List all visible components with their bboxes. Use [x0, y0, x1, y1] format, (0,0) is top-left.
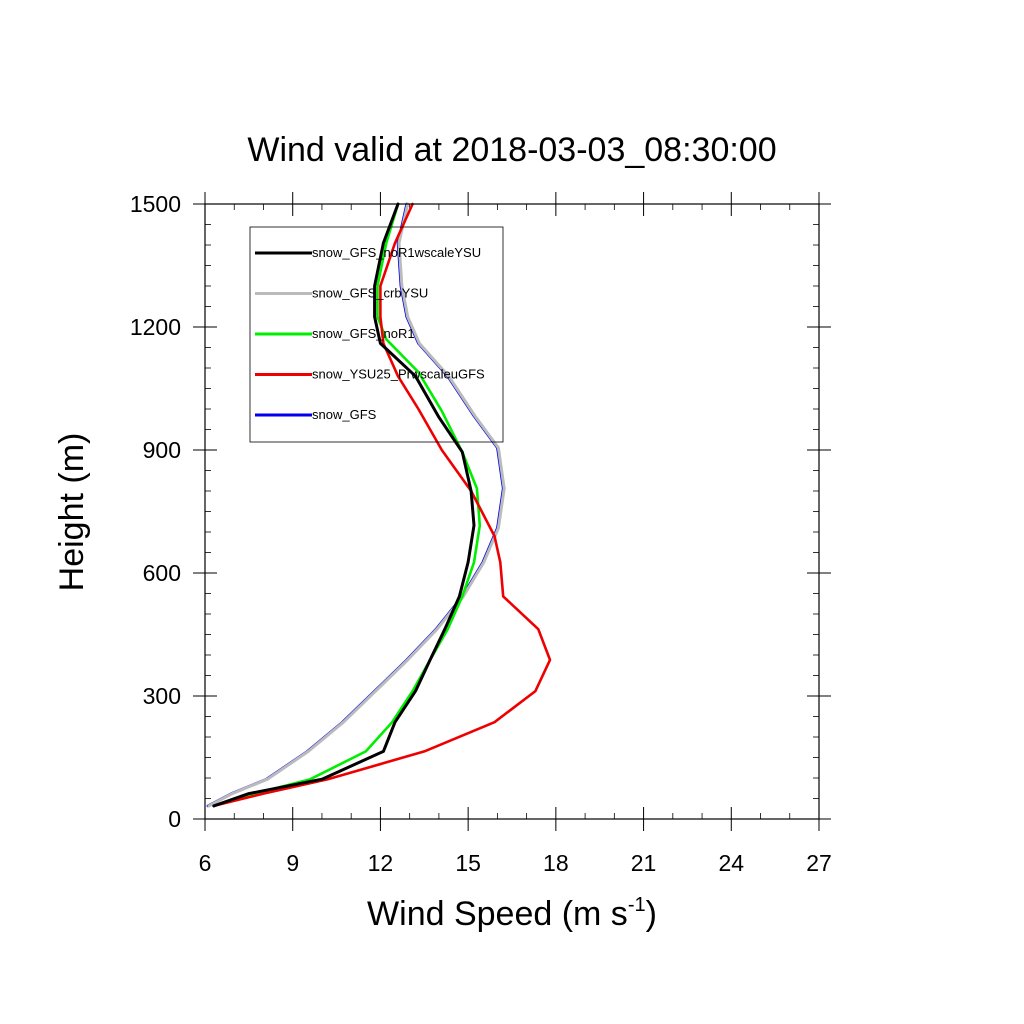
legend-label-snow_YSU25_PrwscaleuGFS: snow_YSU25_PrwscaleuGFS: [312, 367, 485, 382]
legend-label-snow_GFS_noR1: snow_GFS_noR1: [312, 326, 415, 341]
y-tick-label: 900: [143, 437, 181, 463]
legend-label-snow_GFS_noR1wscaleYSU: snow_GFS_noR1wscaleYSU: [312, 245, 481, 260]
x-tick-label: 24: [718, 850, 744, 876]
y-tick-label: 600: [143, 560, 181, 586]
series-line-snow_GFS_crbYSU: [207, 202, 506, 808]
x-axis-label-main: Wind Speed (m s: [367, 895, 628, 933]
x-tick-label: 9: [286, 850, 299, 876]
y-tick-label: 1500: [130, 191, 181, 217]
legend-label-snow_GFS: snow_GFS: [312, 407, 377, 422]
y-tick-label: 300: [143, 683, 181, 709]
x-tick-label: 12: [368, 850, 394, 876]
axis-ticks: [193, 192, 831, 831]
x-axis-label-sup: -1: [628, 894, 646, 916]
series-line-snow_GFS_noR1wscaleYSU: [212, 202, 476, 808]
x-axis-label: Wind Speed (m s-1): [367, 894, 657, 933]
legend-box: [249, 226, 504, 443]
series-lines: [206, 202, 552, 808]
x-tick-label: 15: [455, 850, 481, 876]
y-tick-label: 1200: [130, 314, 181, 340]
chart-title: Wind valid at 2018-03-03_08:30:00: [247, 131, 776, 169]
x-tick-label: 6: [199, 850, 212, 876]
series-line-snow_GFS_noR1: [212, 202, 482, 808]
y-axis-label: Height (m): [53, 433, 91, 592]
x-tick-label: 18: [543, 850, 569, 876]
x-tick-label: 27: [806, 850, 832, 876]
y-tick-label: 0: [168, 806, 181, 832]
x-axis-label-end: ): [646, 895, 657, 933]
series-line-snow_YSU25_PrwscaleuGFS: [212, 202, 552, 808]
plot-frame: [204, 203, 820, 820]
legend-label-snow_GFS_crbYSU: snow_GFS_crbYSU: [312, 286, 428, 301]
tick-labels: 6 9 12 15 18 21 24 27 0 300 600 900 1200 1500: [130, 191, 832, 876]
x-tick-label: 21: [631, 850, 657, 876]
legend: snow_GFS_noR1wscaleYSU snow_GFS_crbYSUsno…: [249, 226, 504, 443]
